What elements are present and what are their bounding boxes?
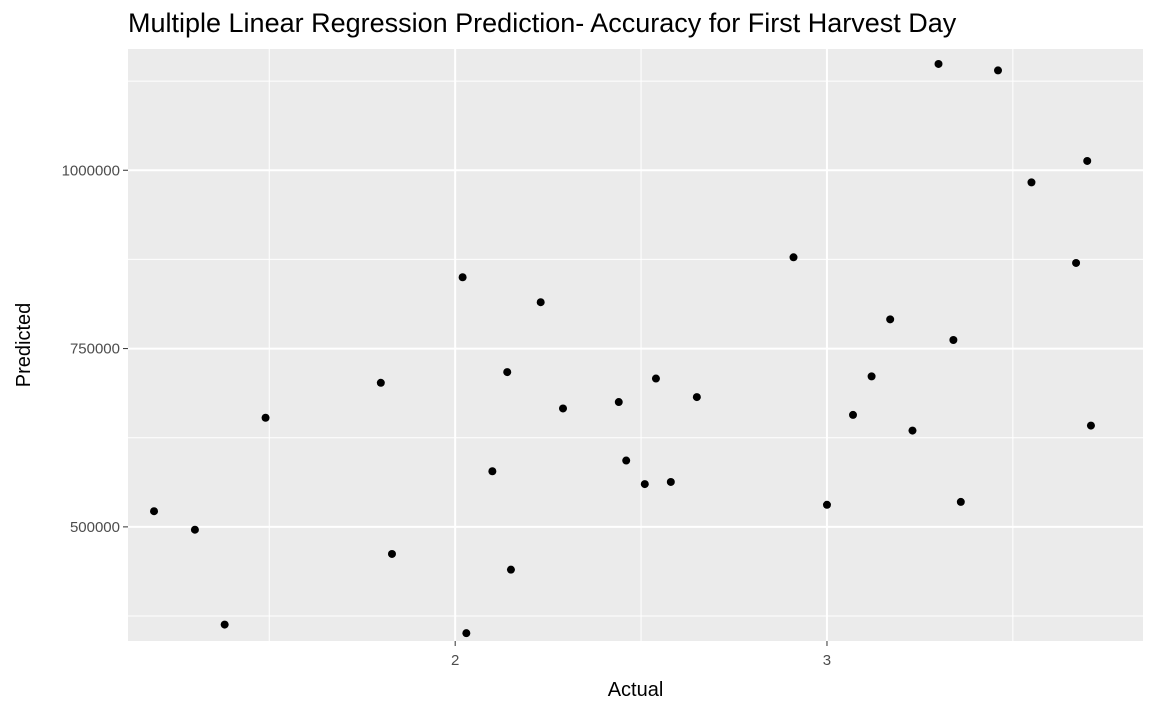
data-point (559, 404, 567, 413)
data-point (220, 620, 229, 629)
data-point (1086, 421, 1095, 430)
data-point (1027, 178, 1036, 187)
data-point (536, 298, 545, 307)
data-point (1072, 258, 1081, 267)
data-point (692, 393, 701, 402)
data-point (488, 467, 497, 476)
y-tick-label: 750000 (70, 341, 120, 358)
data-point (849, 410, 857, 419)
data-point (261, 413, 270, 422)
data-point (376, 378, 385, 387)
y-tick-label: 500000 (70, 519, 120, 536)
data-point (822, 500, 831, 509)
plot-panel (128, 49, 1143, 641)
data-point (387, 549, 396, 558)
chart-title: Multiple Linear Regression Prediction- A… (128, 8, 957, 38)
data-point (956, 497, 965, 506)
data-point (789, 253, 798, 262)
data-point (867, 372, 876, 381)
major-gridlines (128, 49, 1143, 641)
data-point (614, 398, 623, 407)
data-point (150, 507, 159, 516)
data-point (506, 565, 515, 574)
data-point (640, 480, 649, 489)
data-point (949, 336, 958, 345)
data-point (666, 477, 675, 486)
data-point (886, 315, 895, 324)
x-tick-label: 2 (451, 652, 459, 669)
data-point (1083, 156, 1092, 165)
x-tick-label: 3 (823, 652, 831, 669)
y-axis-title: Predicted (13, 303, 35, 388)
data-point (190, 525, 199, 534)
data-point (908, 426, 917, 435)
data-point (934, 59, 943, 68)
x-axis-title: Actual (608, 679, 664, 701)
y-axis-ticks: 500000 750000 1000000 (62, 162, 128, 536)
data-point (994, 66, 1002, 75)
data-point (462, 629, 471, 638)
data-point (651, 374, 660, 383)
data-point (458, 273, 467, 282)
data-point (503, 368, 512, 377)
minor-gridlines (128, 49, 1143, 641)
data-point (622, 456, 631, 465)
data-points (150, 59, 1095, 638)
y-tick-label: 1000000 (62, 162, 120, 179)
